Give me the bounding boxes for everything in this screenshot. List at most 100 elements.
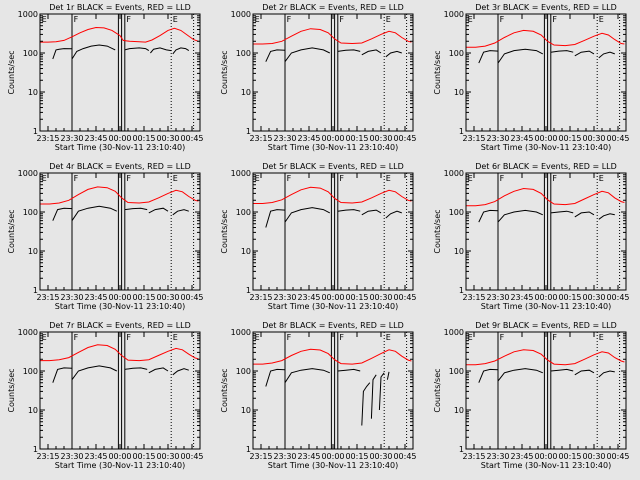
region-label: E (173, 15, 178, 24)
x-tick-label: 23:30 (486, 134, 509, 143)
x-tick-label: 00:00 (321, 452, 344, 461)
series-line-events (265, 209, 286, 228)
series-line-lld (40, 186, 199, 205)
region-label: E (255, 174, 260, 183)
y-tick-label: 1 (33, 445, 38, 454)
series-line-events (478, 368, 499, 383)
x-tick-label: 00:15 (132, 134, 155, 143)
region-label: F (339, 174, 344, 183)
x-tick-label: 23:45 (84, 134, 107, 143)
x-tick-label: 23:45 (297, 293, 320, 302)
panel-title: Det 2r BLACK = Events, RED = LLD (262, 3, 404, 12)
region-label: E (42, 15, 47, 24)
y-tick-label: 100 (236, 367, 251, 376)
y-axis-label: Counts/sec (433, 50, 442, 94)
x-tick-label: 23:45 (510, 134, 533, 143)
series-line-events (124, 367, 148, 370)
x-tick-label: 00:45 (180, 293, 203, 302)
region-label: E (386, 15, 391, 24)
x-tick-label: 00:30 (369, 293, 392, 302)
y-tick-label: 100 (23, 49, 38, 58)
panel-title: Det 9r BLACK = Events, RED = LLD (475, 321, 617, 330)
x-tick-label: 23:45 (297, 452, 320, 461)
x-tick-label: 00:00 (108, 452, 131, 461)
series-line-events (284, 47, 331, 62)
series-line-events (284, 368, 330, 383)
panel-title: Det 4r BLACK = Events, RED = LLD (49, 162, 191, 171)
y-axis-label: Counts/sec (7, 50, 16, 94)
x-tick-label: 23:30 (486, 452, 509, 461)
x-tick-label: 00:15 (345, 293, 368, 302)
x-tick-label: 00:00 (321, 134, 344, 143)
region-label: E (599, 333, 604, 342)
panel-title: Det 7r BLACK = Events, RED = LLD (49, 321, 191, 330)
series-line-events (361, 209, 382, 216)
y-tick-label: 1 (459, 286, 464, 295)
series-line-events (71, 205, 118, 221)
series-line-events (361, 382, 371, 426)
x-tick-label: 23:45 (297, 134, 320, 143)
series-line-events (598, 213, 615, 220)
region-label: F (287, 333, 292, 342)
x-tick-label: 00:45 (606, 134, 629, 143)
plot-frame (39, 331, 201, 450)
series-line-events (148, 367, 169, 374)
series-line-events (337, 49, 361, 52)
region-label: F (500, 333, 505, 342)
x-tick-label: 00:15 (558, 452, 581, 461)
x-tick-label: 00:15 (558, 293, 581, 302)
x-tick-label: 00:30 (156, 134, 179, 143)
x-tick-label: 23:15 (462, 293, 485, 302)
y-axis-label: Counts/sec (7, 209, 16, 253)
x-tick-label: 23:15 (249, 452, 272, 461)
y-tick-label: 1 (459, 445, 464, 454)
x-tick-label: 23:30 (273, 293, 296, 302)
x-tick-label: 23:30 (273, 452, 296, 461)
series-line-lld (40, 26, 199, 43)
region-label: F (339, 15, 344, 24)
y-tick-label: 10 (28, 88, 38, 97)
region-label: F (74, 333, 79, 342)
x-tick-label: 00:15 (132, 293, 155, 302)
x-tick-label: 00:00 (534, 134, 557, 143)
y-tick-label: 1 (246, 286, 251, 295)
x-tick-label: 00:30 (156, 452, 179, 461)
region-label: F (287, 174, 292, 183)
x-axis-label: Start Time (30-Nov-11 23:10:40) (55, 143, 185, 152)
region-label: F (74, 15, 79, 24)
series-line-events (172, 209, 189, 216)
series-line-lld (466, 187, 625, 207)
series-line-events (385, 50, 402, 58)
region-label: F (552, 15, 557, 24)
series-events (478, 368, 615, 383)
panel-title: Det 6r BLACK = Events, RED = LLD (475, 162, 617, 171)
x-tick-label: 00:45 (393, 134, 416, 143)
series-line-events (574, 50, 595, 57)
series-line-events (172, 47, 190, 55)
x-tick-label: 00:30 (369, 452, 392, 461)
region-label: E (468, 333, 473, 342)
x-tick-label: 00:30 (369, 134, 392, 143)
series-line-events (52, 207, 73, 221)
x-tick-label: 23:15 (36, 293, 59, 302)
plot-frame (465, 13, 627, 132)
y-axis-label: Counts/sec (433, 209, 442, 253)
x-tick-label: 00:45 (606, 452, 629, 461)
y-tick-label: 100 (449, 367, 464, 376)
y-tick-label: 100 (449, 208, 464, 217)
x-tick-label: 23:15 (462, 134, 485, 143)
series-line-events (574, 211, 595, 218)
series-line-events (71, 44, 116, 60)
x-tick-label: 00:30 (582, 293, 605, 302)
y-tick-label: 1 (33, 127, 38, 136)
x-axis-label: Start Time (30-Nov-11 23:10:40) (268, 461, 398, 470)
series-line-lld (466, 29, 625, 48)
region-label: F (552, 333, 557, 342)
y-tick-label: 10 (28, 247, 38, 256)
y-axis-label: Counts/sec (433, 368, 442, 412)
